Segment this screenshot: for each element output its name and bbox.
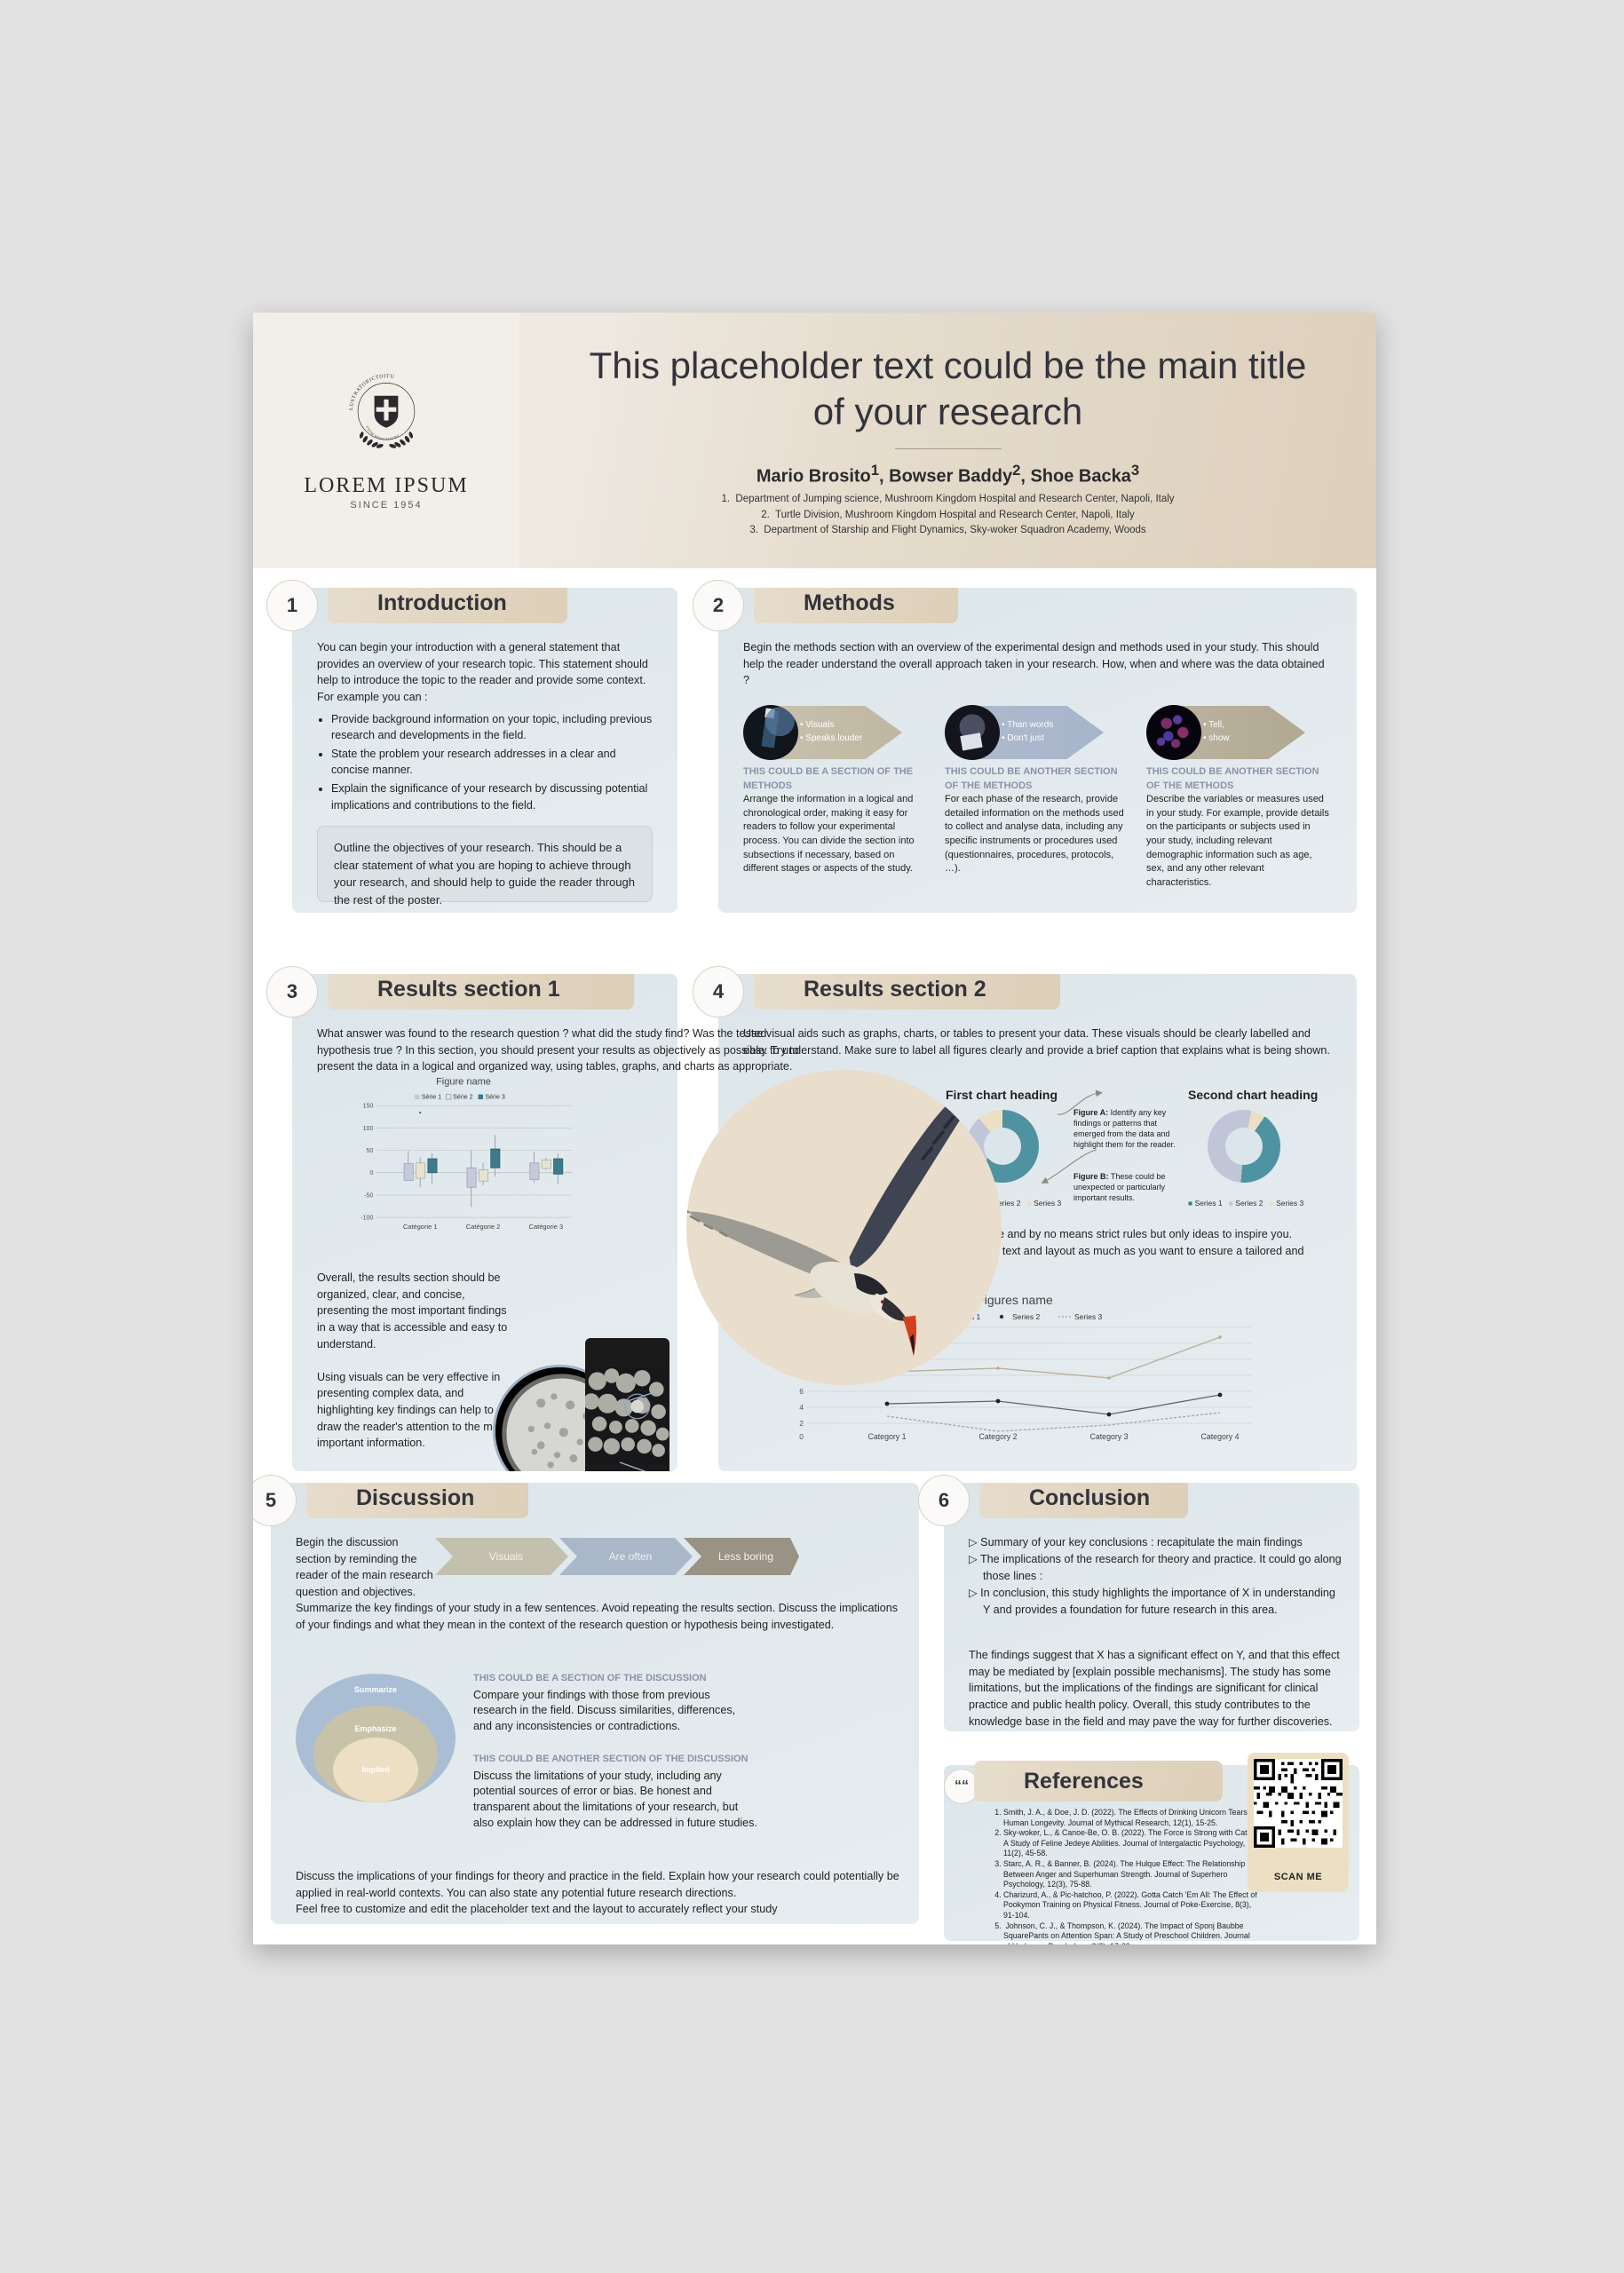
- svg-text:-100: -100: [360, 1215, 373, 1222]
- svg-text:-50: -50: [364, 1192, 373, 1199]
- svg-text:0: 0: [799, 1432, 804, 1441]
- svg-text:4: 4: [799, 1403, 804, 1412]
- svg-text:50: 50: [367, 1147, 374, 1154]
- svg-text:0: 0: [370, 1169, 374, 1176]
- svg-text:Catégorie 3: Catégorie 3: [529, 1223, 564, 1231]
- svg-text:Série 3: Série 3: [485, 1093, 504, 1100]
- svg-text:Category 1: Category 1: [867, 1432, 906, 1441]
- svg-text:Figure name: Figure name: [436, 1077, 491, 1088]
- svg-text:Are often: Are often: [609, 1550, 653, 1563]
- svg-text:Less boring: Less boring: [718, 1550, 773, 1563]
- svg-text:Catégorie 2: Catégorie 2: [466, 1223, 501, 1231]
- svg-text:2: 2: [799, 1419, 804, 1428]
- svg-text:Series 3: Series 3: [1074, 1312, 1102, 1321]
- svg-text:Série 1: Série 1: [422, 1093, 441, 1100]
- svg-text:EXTER MEDIA FUTURO: EXTER MEDIA FUTURO: [366, 425, 400, 441]
- svg-text:Category 4: Category 4: [1200, 1432, 1239, 1441]
- svg-text:Series 2: Series 2: [1012, 1312, 1040, 1321]
- svg-text:Série 2: Série 2: [453, 1093, 472, 1100]
- svg-text:Catégorie 1: Catégorie 1: [403, 1223, 438, 1231]
- svg-text:Visuals: Visuals: [489, 1550, 523, 1563]
- svg-text:100: 100: [363, 1125, 374, 1132]
- svg-text:Category 2: Category 2: [978, 1432, 1017, 1441]
- svg-text:150: 150: [363, 1103, 374, 1110]
- svg-text:Figures name: Figures name: [977, 1293, 1053, 1307]
- svg-text:6: 6: [799, 1387, 804, 1396]
- svg-text:Category 3: Category 3: [1089, 1432, 1128, 1441]
